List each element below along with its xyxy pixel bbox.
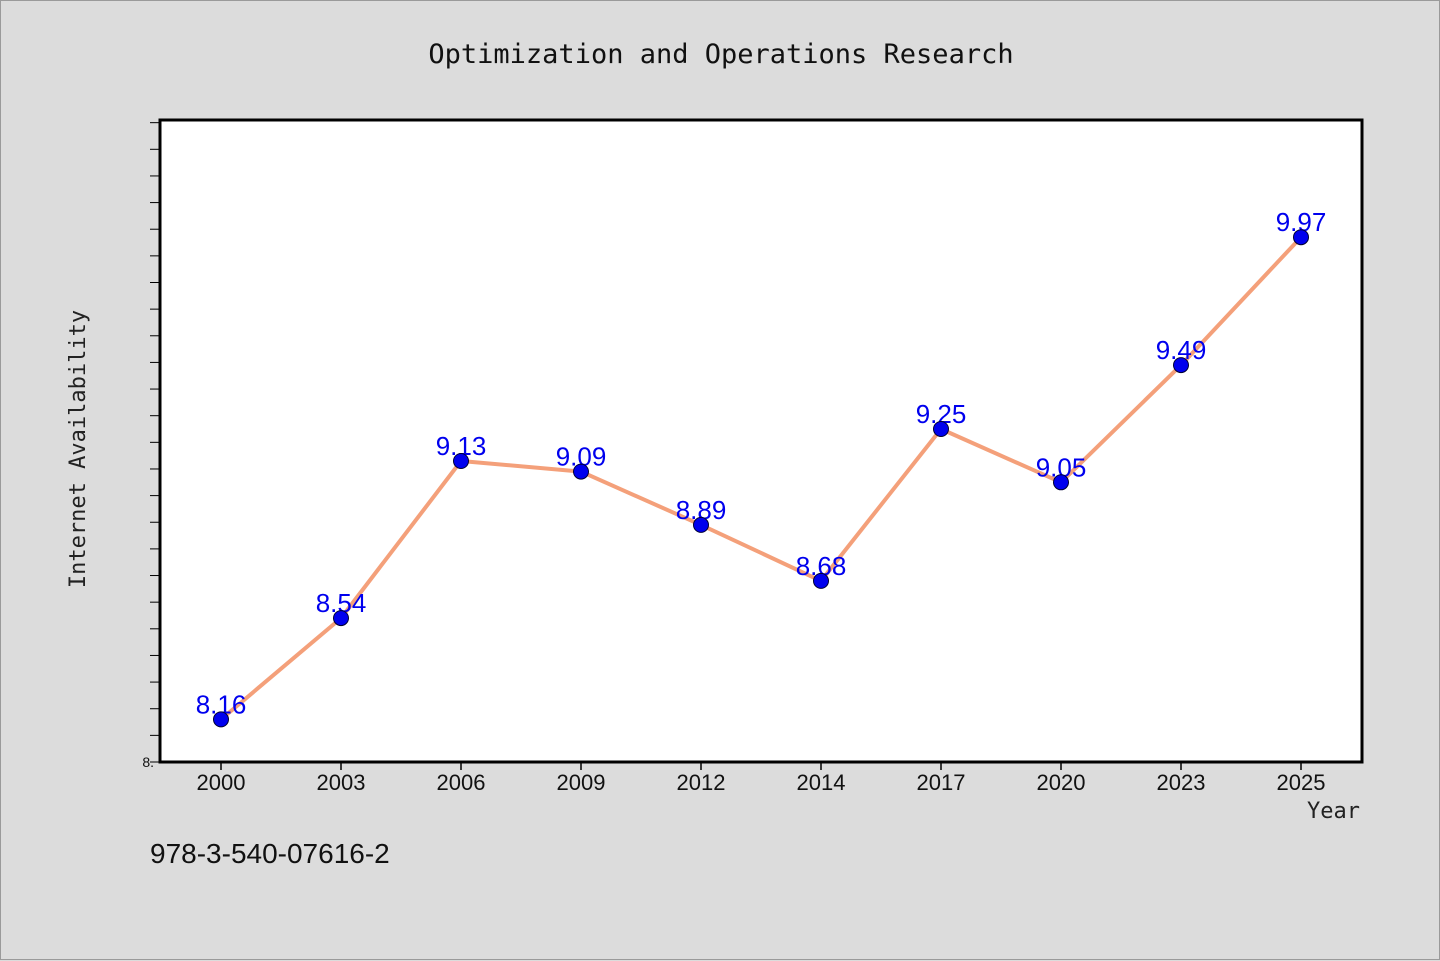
x-tick-label: 2020: [1037, 770, 1086, 795]
series-layer: 8.168.549.13 9.098.898.689.259.059.499.97: [196, 207, 1326, 728]
data-point: [693, 516, 709, 533]
plot-area: [158, 118, 1364, 764]
y-tick-label: 8.: [142, 754, 154, 770]
series-line: [219, 235, 1303, 721]
x-tick-label: 2023: [1157, 770, 1206, 795]
data-point: [333, 610, 349, 627]
data-point: [453, 453, 469, 469]
data-point: [813, 572, 829, 589]
x-tick-label: 2014: [797, 770, 846, 795]
data-point: [933, 421, 949, 437]
x-axis-ticks: 2000 2003 2006 2009 2012 2014 2017 2020 2023 2025: [197, 762, 1326, 795]
x-tick-label: 2000: [197, 770, 246, 795]
data-point: [213, 711, 229, 728]
data-point: [1173, 357, 1189, 374]
data-point: [1053, 474, 1069, 491]
data-point: [573, 463, 589, 480]
x-tick-label: 2017: [917, 770, 966, 795]
data-point: [1293, 229, 1309, 246]
y-axis-ticks: 8.: [142, 122, 160, 770]
chart-title: Optimization and Operations Research: [428, 39, 1013, 70]
x-tick-label: 2003: [317, 770, 366, 795]
x-tick-label: 2025: [1277, 770, 1326, 795]
isbn-label: 978-3-540-07616-2: [150, 838, 390, 869]
x-axis-label: Year: [1307, 799, 1360, 824]
x-tick-label: 2006: [437, 770, 486, 795]
y-axis-label: Internet Availability: [66, 310, 91, 588]
x-tick-label: 2012: [677, 770, 726, 795]
x-tick-label: 2009: [557, 770, 606, 795]
